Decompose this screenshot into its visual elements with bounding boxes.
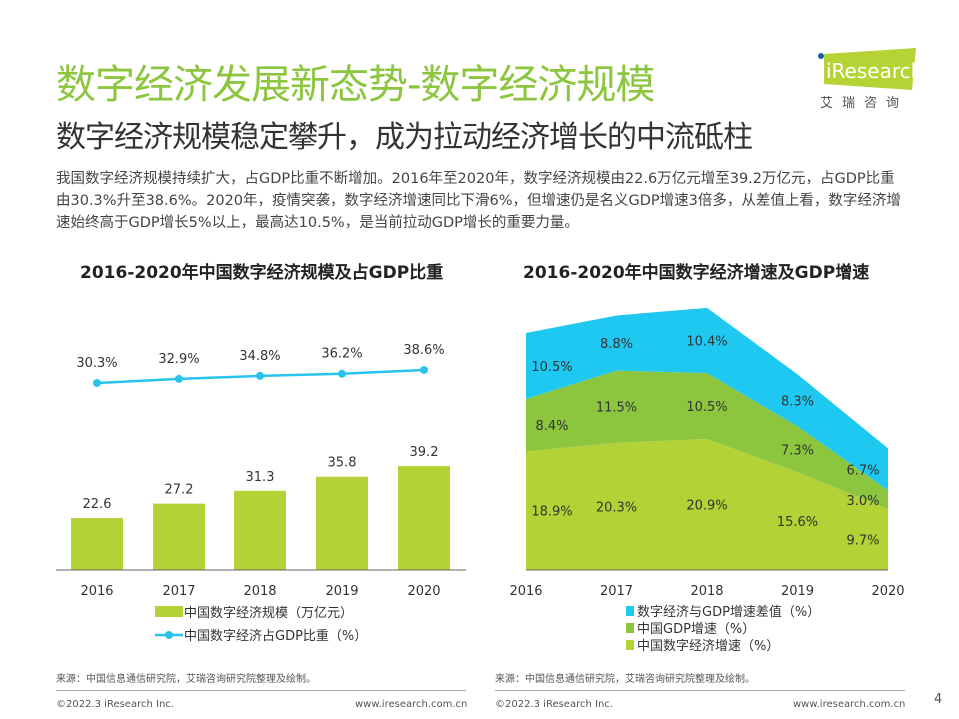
bar-2017 — [153, 503, 205, 570]
area-label: 15.6% — [777, 515, 818, 530]
bar-label: 22.6 — [83, 497, 112, 512]
intro-text: 我国数字经济规模持续扩大，占GDP比重不断增加。2016年至2020年，数字经济… — [56, 171, 901, 231]
line-point — [256, 371, 264, 380]
legend-label: 数字经济与GDP增速差值（%） — [637, 604, 820, 620]
area-label: 20.3% — [596, 500, 637, 515]
footer-divider-left — [56, 690, 466, 691]
bar-2018 — [234, 490, 286, 570]
line-label: 34.8% — [239, 349, 280, 364]
copyright-left: ©2022.3 iResearch Inc. — [56, 699, 174, 710]
chart1-title: 2016-2020年中国数字经济规模及占GDP比重 — [80, 263, 444, 283]
legend-swatch — [626, 640, 634, 650]
line-point — [338, 369, 346, 378]
x-tick-label: 2016 — [509, 584, 542, 599]
source-note-right: 来源：中国信息通信研究院，艾瑞咨询研究院整理及绘制。 — [495, 674, 755, 685]
logo-dot — [818, 53, 824, 59]
bar-2019 — [316, 476, 368, 570]
legend-label: 中国GDP增速（%） — [637, 622, 755, 637]
bar-label: 35.8 — [328, 456, 357, 471]
area-label: 10.5% — [686, 400, 727, 415]
bar-label: 31.3 — [246, 470, 275, 485]
chart2-title: 2016-2020年中国数字经济增速及GDP增速 — [523, 263, 870, 283]
logo-subtext: 艾瑞咨询 — [820, 96, 909, 111]
area-label: 7.3% — [781, 443, 814, 458]
line-label: 38.6% — [403, 343, 444, 358]
chart1-svg: 22.6 27.2 31.3 35.8 39.2 2016 2017 2018 2019 2020… — [56, 343, 466, 644]
x-tick-label: 2019 — [781, 584, 814, 599]
page-number: 4 — [934, 692, 943, 707]
area-label: 8.3% — [781, 394, 814, 409]
area-label: 11.5% — [596, 401, 637, 416]
x-tick-label: 2017 — [600, 584, 633, 599]
legend-label: 中国数字经济增速（%） — [637, 639, 779, 654]
line-point — [175, 374, 183, 383]
area-2 — [526, 307, 888, 491]
x-tick-label: 2020 — [871, 584, 904, 599]
area-label: 3.0% — [846, 494, 879, 509]
footer-divider-right — [495, 690, 905, 691]
line-label: 32.9% — [158, 352, 199, 367]
area-1 — [526, 370, 888, 510]
x-tick-label: 2018 — [243, 584, 276, 599]
area-label: 10.4% — [686, 335, 727, 350]
bar-2016 — [71, 518, 123, 570]
x-tick-label: 2018 — [690, 584, 723, 599]
area-label: 6.7% — [846, 463, 879, 478]
area-label: 10.5% — [531, 360, 572, 375]
website-left: www.iresearch.com.cn — [355, 699, 468, 710]
logo-shape — [824, 48, 916, 90]
area-0 — [526, 438, 888, 570]
area-label: 20.9% — [686, 498, 727, 513]
legend-bar-swatch — [155, 606, 183, 617]
bar-label: 39.2 — [410, 445, 439, 460]
bar-label: 27.2 — [165, 483, 194, 498]
page-title: 数字经济发展新态势-数字经济规模 — [56, 62, 655, 108]
line-label: 36.2% — [321, 347, 362, 362]
legend-bar-label: 中国数字经济规模（万亿元） — [184, 606, 353, 621]
logo-text: iResearch — [826, 59, 916, 83]
legend-line-marker — [165, 631, 173, 639]
x-tick-label: 2016 — [80, 584, 113, 599]
area-label: 18.9% — [531, 505, 572, 520]
website-right: www.iresearch.com.cn — [793, 699, 906, 710]
legend-swatch — [626, 623, 634, 633]
source-note-left: 来源：中国信息通信研究院，艾瑞咨询研究院整理及绘制。 — [56, 674, 316, 685]
x-tick-label: 2019 — [325, 584, 358, 599]
iresearch-logo: iResearch — [818, 48, 916, 90]
x-tick-label: 2020 — [407, 584, 440, 599]
page-subtitle: 数字经济规模稳定攀升，成为拉动经济增长的中流砥柱 — [56, 120, 753, 155]
copyright-right: ©2022.3 iResearch Inc. — [495, 699, 613, 710]
line-point — [420, 365, 428, 374]
legend-line-label: 中国数字经济占GDP比重（%） — [184, 628, 367, 644]
x-tick-label: 2017 — [162, 584, 195, 599]
chart2-svg: 18.9% 20.3% 20.9% 15.6% 9.7% 8.4% 11.5% 10.5% 7.… — [509, 307, 905, 654]
area-label: 8.8% — [600, 337, 633, 352]
bar-2020 — [398, 466, 450, 570]
line-label: 30.3% — [76, 356, 117, 371]
line-point — [93, 379, 101, 387]
area-label: 9.7% — [846, 534, 879, 549]
area-label: 8.4% — [535, 419, 568, 434]
legend-swatch — [626, 606, 634, 616]
